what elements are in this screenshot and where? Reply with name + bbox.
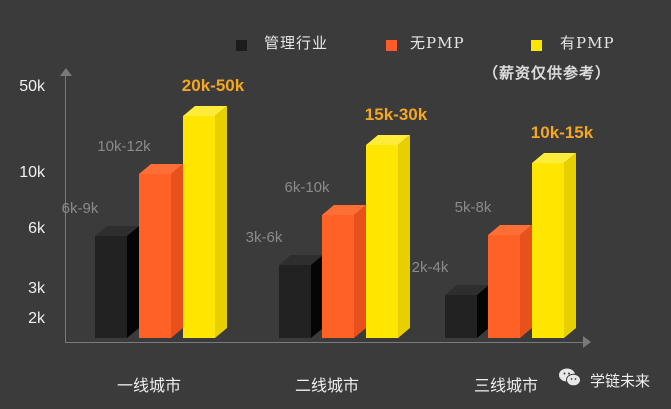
y-tick: 2k: [28, 310, 45, 327]
legend-label-pmp: 有PMP: [560, 34, 615, 52]
bar: [139, 164, 183, 338]
legend-swatch-no-pmp: [386, 40, 397, 51]
salary-note: （薪资仅供参考）: [483, 64, 612, 82]
bar-value-label: 5k-8k: [454, 199, 492, 216]
bar: [95, 226, 139, 338]
legend-swatch-management: [236, 40, 247, 51]
legend-label-no-pmp: 无PMP: [410, 34, 465, 52]
bar: [445, 285, 489, 338]
bar-value-label: 10k-12k: [97, 138, 151, 155]
wechat-icon: [558, 367, 582, 387]
bar: [183, 106, 227, 338]
y-tick: 6k: [28, 220, 45, 237]
bar-value-label: 6k-10k: [284, 179, 330, 196]
y-tick: 3k: [28, 280, 45, 297]
bar: [279, 255, 323, 338]
bar-value-label: 15k-30k: [364, 105, 428, 124]
y-tick: 50k: [19, 78, 45, 95]
category-label-tier3: 三线城市: [474, 378, 539, 395]
legend-label-management: 管理行业: [264, 34, 329, 52]
bar: [532, 153, 576, 338]
bar-value-label: 20k-50k: [181, 76, 245, 95]
legend-swatch-pmp: [531, 40, 542, 51]
bar-value-label: 6k-9k: [61, 200, 99, 217]
category-label-tier1: 一线城市: [117, 378, 182, 395]
bar: [366, 135, 410, 338]
category-label-tier2: 二线城市: [295, 378, 360, 395]
bar: [488, 225, 532, 338]
bar-value-label: 3k-6k: [245, 229, 283, 246]
bar-value-label: 2k-4k: [411, 259, 449, 276]
y-axis: [65, 72, 66, 342]
bar: [322, 205, 366, 338]
x-axis-arrow-icon: [583, 336, 591, 348]
brand-watermark: 学链未来: [590, 373, 651, 390]
x-axis: [65, 342, 585, 343]
y-tick: 10k: [19, 164, 45, 181]
y-axis-arrow-icon: [60, 68, 72, 76]
bar-value-label: 10k-15k: [530, 123, 594, 142]
